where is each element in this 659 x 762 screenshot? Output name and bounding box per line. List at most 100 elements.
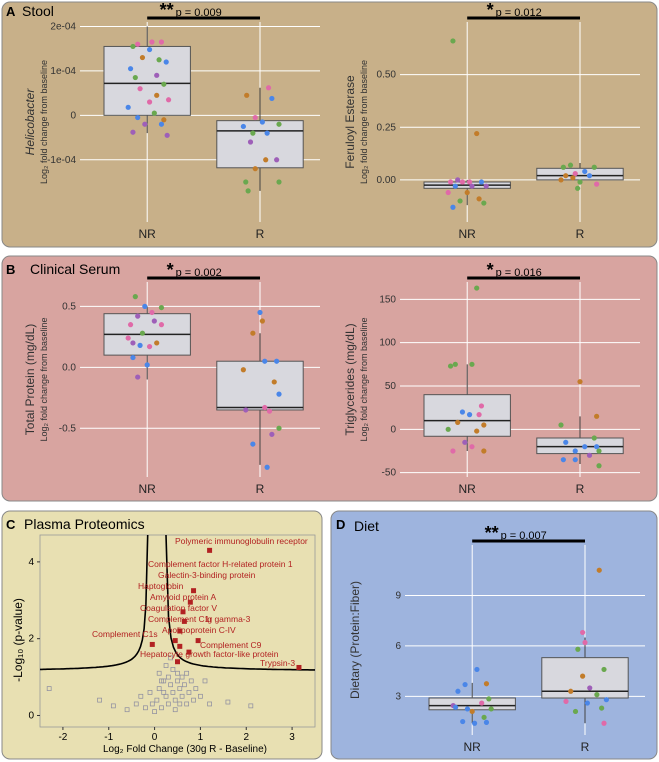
data-point xyxy=(264,130,270,136)
data-point xyxy=(262,358,268,364)
p-value: p = 0.007 xyxy=(501,530,547,542)
data-point xyxy=(478,403,485,409)
data-point xyxy=(139,54,146,61)
data-point xyxy=(264,464,270,470)
data-point xyxy=(488,706,494,712)
significant-protein-point xyxy=(186,649,192,655)
data-point xyxy=(603,697,609,703)
p-value: p = 0.016 xyxy=(496,267,542,279)
y-tick-label: -0.5 xyxy=(59,423,77,434)
protein-point xyxy=(177,686,183,691)
data-point xyxy=(146,99,153,105)
chart-volcano: -2 -1 0 1 2 3 0 2 4 Polymeric immunoglobulin rece… xyxy=(28,534,316,743)
protein-point xyxy=(124,707,130,713)
y-tick-label: 0.0 xyxy=(62,362,76,373)
data-point xyxy=(265,85,272,91)
data-point xyxy=(146,343,153,350)
x-tick-label: R xyxy=(256,482,265,496)
data-point xyxy=(591,164,597,170)
chart-helicobacter: 2e-04 1e-04 0 -1e-04 NR R ** p = 0.009 Helicobac… xyxy=(23,0,320,241)
significant-protein-point xyxy=(149,641,155,647)
data-point xyxy=(158,304,165,311)
protein-point xyxy=(165,674,171,680)
protein-point xyxy=(225,699,231,705)
y-axis-label: Dietary (Protein:Fiber) xyxy=(348,581,362,699)
data-point xyxy=(132,74,138,81)
data-point xyxy=(276,391,282,397)
data-point xyxy=(250,330,256,336)
y-tick-label: 0.00 xyxy=(377,175,397,186)
data-point xyxy=(572,448,578,454)
protein-point xyxy=(154,697,160,703)
x-tick-label: NR xyxy=(464,740,482,754)
significant-protein-point xyxy=(187,599,193,605)
data-point xyxy=(151,318,157,324)
data-point xyxy=(582,168,588,175)
data-point xyxy=(586,173,593,179)
protein-point xyxy=(182,682,187,688)
data-point xyxy=(139,330,146,336)
data-point xyxy=(481,714,487,720)
data-point xyxy=(135,41,141,47)
data-point xyxy=(163,59,169,65)
data-point xyxy=(594,413,600,419)
y-axis-sublabel: Log₂ fold change from baseline xyxy=(39,60,49,184)
data-point xyxy=(165,97,172,103)
protein-point xyxy=(198,693,203,699)
panel-b-title: Clinical Serum xyxy=(30,261,120,277)
x-tick-label: R xyxy=(256,227,265,241)
protein-point xyxy=(138,693,144,699)
protein-label: Amyloid protein A xyxy=(150,592,216,602)
significant-protein-point xyxy=(177,628,183,634)
data-point xyxy=(244,92,250,98)
panel-b: B Clinical Serum 0.50.0-0.5NR R* p = 0.002… xyxy=(1,255,658,502)
data-point xyxy=(483,183,489,189)
y-tick-label: 50 xyxy=(385,381,397,392)
data-point xyxy=(481,448,487,454)
data-point xyxy=(240,367,246,373)
data-point xyxy=(560,457,566,463)
data-point xyxy=(452,361,458,367)
y-tick-label: 1e-04 xyxy=(50,66,76,77)
protein-point xyxy=(193,686,199,691)
data-point xyxy=(252,166,258,172)
y-tick-label: -50 xyxy=(382,468,397,479)
panel-c: C Plasma Proteomics -2 -1 0 1 2 3 0 2 4 Polymeric… xyxy=(1,510,323,760)
data-point xyxy=(601,720,607,726)
y-tick-label: 0.50 xyxy=(377,70,397,81)
x-tick-label: R xyxy=(581,740,590,754)
box xyxy=(216,360,304,411)
data-point xyxy=(127,322,134,328)
box xyxy=(428,697,516,711)
data-point xyxy=(464,706,471,712)
data-point xyxy=(450,448,456,454)
x-tick-label: NR xyxy=(459,482,477,496)
data-point xyxy=(158,322,165,328)
protein-point xyxy=(170,690,176,695)
significant-protein-point xyxy=(296,664,302,670)
data-point xyxy=(269,95,275,102)
data-point xyxy=(591,435,597,441)
panel-d-background xyxy=(330,510,658,760)
protein-point xyxy=(177,701,183,707)
data-point xyxy=(599,705,605,711)
y-tick-label: 6 xyxy=(395,641,401,652)
data-point xyxy=(262,404,268,411)
protein-point xyxy=(186,690,192,695)
data-point xyxy=(575,185,581,191)
data-point xyxy=(596,448,602,454)
data-point xyxy=(577,379,583,385)
data-point xyxy=(137,86,143,92)
data-point xyxy=(483,719,490,725)
data-point xyxy=(247,139,254,145)
box xyxy=(216,120,304,169)
y-tick-label: 0 xyxy=(28,710,34,721)
protein-point xyxy=(179,674,185,680)
protein-point xyxy=(175,670,180,676)
significant-protein-point xyxy=(195,638,201,644)
data-point xyxy=(572,708,579,715)
data-point xyxy=(572,457,578,463)
y-tick-label: 0 xyxy=(390,424,396,435)
protein-point xyxy=(46,686,52,691)
y-tick-label: 2 xyxy=(28,634,34,645)
